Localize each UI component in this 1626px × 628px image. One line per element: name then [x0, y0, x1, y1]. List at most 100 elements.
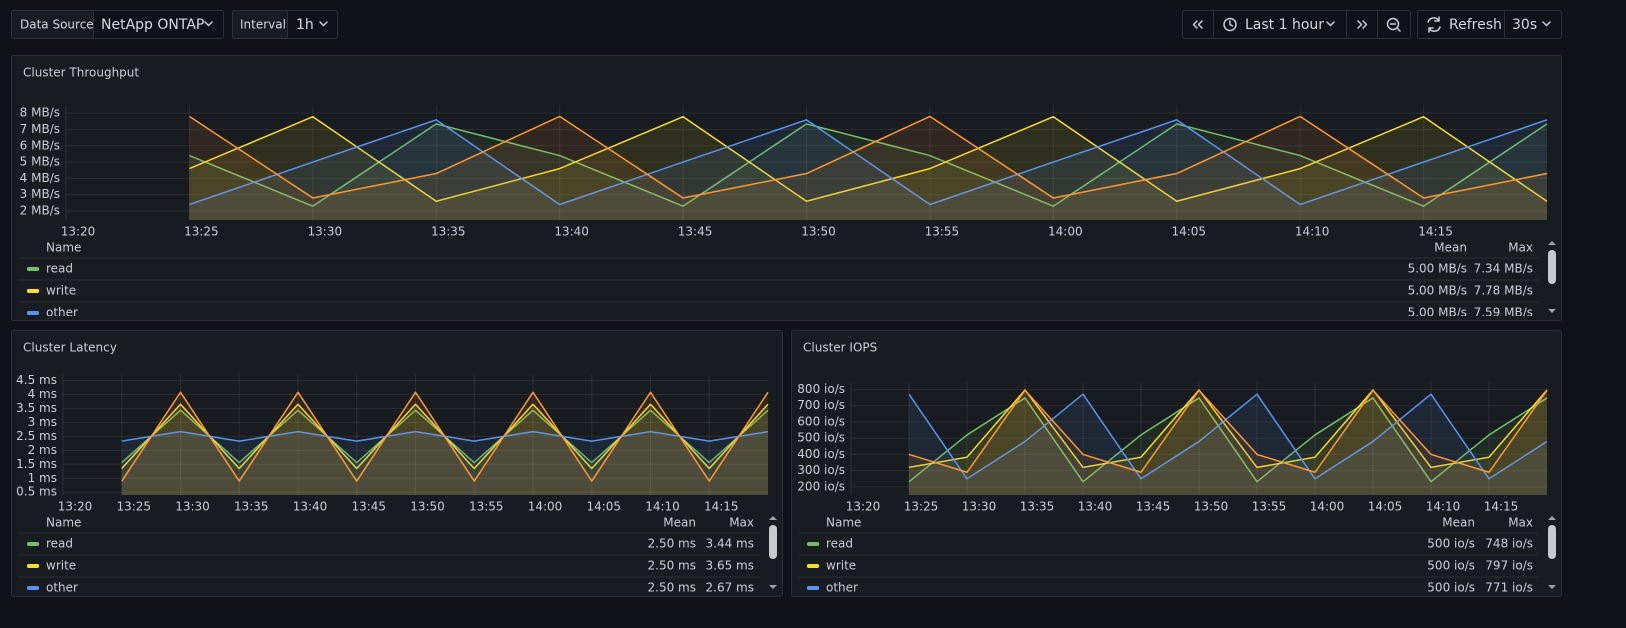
legend: read 500 io/s 748 io/s write 500 io/s 797 io/… [799, 532, 1539, 595]
x-tick-label: 14:00 [1048, 225, 1083, 239]
series-area [189, 119, 1548, 220]
chevron [204, 21, 213, 27]
series-area [121, 410, 768, 495]
y-tick-label: 300 io/s [797, 463, 845, 477]
series-line [189, 119, 1548, 206]
chevron [1326, 21, 1335, 27]
y-tick-label: 2 MB/s [20, 204, 60, 218]
legend-header: Mean [1442, 516, 1475, 530]
time-controls: Last 1 hour [1182, 10, 1411, 39]
scrollbar-thumb[interactable] [769, 525, 777, 559]
x-tick-label: 14:15 [704, 500, 739, 514]
y-tick-label: 4 MB/s [20, 171, 60, 185]
legend-name: other [826, 581, 858, 595]
shift-back-button[interactable] [1192, 20, 1203, 29]
y-tick-label: 4 ms [28, 387, 57, 401]
y-tick-label: 2 ms [28, 443, 57, 457]
legend: read 5.00 MB/s 7.34 MB/s write 5.00 MB/s 7.78… [19, 257, 1539, 320]
scroll-down [1548, 585, 1556, 589]
y-tick-label: 1.5 ms [16, 457, 57, 471]
panel-title: Cluster Throughput [23, 66, 139, 80]
x-tick-label: 13:45 [351, 500, 386, 514]
y-tick-label: 3.5 ms [16, 401, 57, 415]
refresh-interval[interactable]: 30s [1512, 17, 1537, 33]
chevron [319, 21, 328, 27]
zoom-out-glyph [1389, 23, 1401, 32]
x-tick-label: 13:35 [234, 500, 269, 514]
series-area [909, 394, 1547, 495]
legend-mean: 2.50 ms [648, 537, 696, 551]
panel-title: Cluster Latency [23, 341, 117, 355]
legend-swatch [27, 586, 39, 590]
legend-mean: 500 io/s [1427, 581, 1475, 595]
legend-name: other [46, 581, 78, 595]
scroll-down [769, 585, 777, 589]
x-tick-label: 14:15 [1418, 225, 1453, 239]
series-line [121, 391, 769, 482]
refresh-picker[interactable]: Refresh 30s [1417, 10, 1562, 39]
legend-mean: 2.50 ms [648, 581, 696, 595]
legend-name: write [826, 559, 856, 573]
series-line [189, 115, 1548, 202]
y-tick-label: 6 MB/s [20, 138, 60, 152]
zoom-out-button[interactable] [1386, 17, 1400, 31]
x-tick-label: 13:25 [116, 500, 151, 514]
y-tick-label: 5 MB/s [20, 155, 60, 169]
x-tick-label: 13:35 [1020, 500, 1055, 514]
picker-value[interactable]: 1h [296, 17, 314, 33]
y-tick-label: 200 io/s [797, 479, 845, 493]
legend-header: Mean [663, 516, 696, 530]
series-line [908, 389, 1548, 469]
x-tick-label: 14:05 [1368, 500, 1403, 514]
legend-swatch [27, 289, 39, 293]
legend-header: Mean [1434, 241, 1467, 255]
scrollbar-thumb[interactable] [1548, 525, 1556, 559]
shift-forward-button[interactable] [1357, 20, 1368, 29]
picker-label-box [232, 10, 288, 39]
legend-max: 7.34 MB/s [1474, 262, 1533, 276]
y-tick-label: 2.5 ms [16, 429, 57, 443]
scrollbar-thumb[interactable] [1548, 250, 1556, 284]
legend-header: Max [729, 516, 754, 530]
series-area [121, 431, 768, 495]
y-tick-label: 1 ms [28, 471, 57, 485]
x-tick-label: 13:40 [1078, 500, 1113, 514]
legend-swatch [807, 564, 819, 568]
legend-swatch [807, 542, 819, 546]
panel: Cluster Throughput 2 MB/s 3 MB/s 4 MB/s 5 MB… [11, 55, 1562, 321]
legend-name: write [46, 284, 76, 298]
x-tick-label: 13:50 [801, 225, 836, 239]
legend-mean: 500 io/s [1427, 537, 1475, 551]
legend-mean: 5.00 MB/s [1408, 262, 1467, 276]
x-tick-label: 14:05 [1171, 225, 1206, 239]
interval-picker[interactable]: Interval 1h [232, 10, 338, 39]
x-tick-label: 13:20 [61, 225, 96, 239]
legend-swatch [27, 564, 39, 568]
clock-icon [1223, 17, 1237, 32]
x-tick-label: 13:50 [1194, 500, 1229, 514]
scroll-down [1548, 309, 1556, 313]
y-tick-label: 4.5 ms [16, 373, 57, 387]
series-line [908, 393, 1548, 480]
refresh-box[interactable] [1417, 10, 1562, 39]
legend-mean: 2.50 ms [648, 559, 696, 573]
clock-hands [1229, 20, 1234, 27]
x-tick-label: 13:20 [846, 500, 881, 514]
x-tick-label: 14:00 [528, 500, 563, 514]
time-range[interactable]: Last 1 hour [1245, 17, 1324, 33]
picker-value[interactable]: NetApp ONTAP [101, 17, 204, 33]
data-source-picker[interactable]: Data Source NetApp ONTAP [11, 10, 224, 39]
panel: Cluster IOPS 200 io/s 300 io/s 400 io/s 500 … [791, 330, 1562, 597]
legend-max: 2.67 ms [706, 581, 754, 595]
refresh-button[interactable]: Refresh [1449, 17, 1502, 33]
series-area [909, 389, 1547, 495]
x-tick-label: 13:25 [904, 500, 939, 514]
legend-max: 7.59 MB/s [1474, 306, 1533, 320]
legend-max: 797 io/s [1485, 559, 1533, 573]
x-tick-label: 14:10 [645, 500, 680, 514]
y-tick-label: 8 MB/s [20, 106, 60, 120]
x-tick-label: 13:55 [925, 225, 960, 239]
legend-swatch [807, 586, 819, 590]
x-tick-label: 13:35 [431, 225, 466, 239]
